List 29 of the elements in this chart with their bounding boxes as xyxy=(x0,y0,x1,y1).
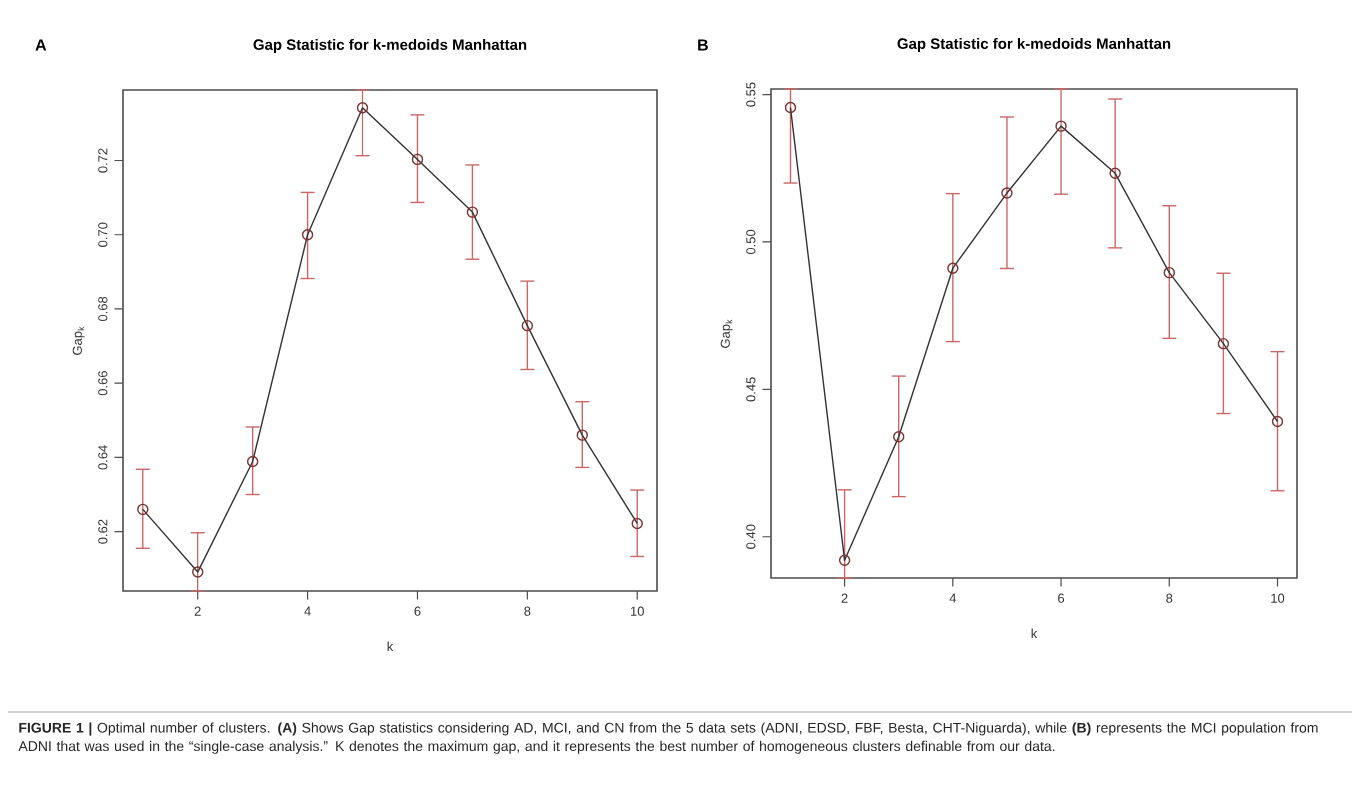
text: B xyxy=(698,39,708,51)
x-tick-label: 2 xyxy=(841,593,848,603)
chart-title: Gap Statistic for k-medoids Manhattan xyxy=(897,37,1171,52)
x-tick-label: 8 xyxy=(524,606,531,616)
chart-title: Gap Statistic for k-medoids Manhattan xyxy=(253,38,527,53)
x-tick-label: 2 xyxy=(194,606,201,616)
x-axis-title: k xyxy=(387,641,394,651)
x-axis-title: k xyxy=(1031,628,1038,638)
x-tick-label: 8 xyxy=(1166,593,1173,603)
x-tick-label: 6 xyxy=(1058,593,1065,603)
x-tick-label: 10 xyxy=(631,606,644,616)
y-tick-label: 0.62 xyxy=(98,519,108,544)
y-axis-title: Gap$_{k}$ xyxy=(72,326,85,355)
x-tick-label: 4 xyxy=(949,593,957,603)
x-tick-label: 4 xyxy=(304,606,311,616)
x-tick-label: 6 xyxy=(414,606,421,616)
y-tick-label: 0.64 xyxy=(98,445,108,470)
y-axis-title: Gap$_{k}$ xyxy=(720,319,733,348)
y-tick-label: 0.45 xyxy=(746,377,756,402)
y-tick-label: 0.55 xyxy=(746,82,756,107)
y-tick-label: 0.50 xyxy=(746,229,756,255)
text: FIGURE 1 | Optimal number of clusters. (A) Shows Gap statistics considering AD, MCI, and CN from the 5 data sets (ADNI, EDSD, FBF, Besta, CHT-Niguarda), while (B) represents the MCI population from ADNI that was used in the “single-case analysis.” K denotes the maximum gap, and it represents the best number of homogeneous clusters definable from our data. xyxy=(18,722,1318,754)
y-tick-label: 0.70 xyxy=(98,222,108,247)
text: A xyxy=(35,39,47,51)
x-tick-label: 10 xyxy=(1271,593,1285,603)
y-tick-label: 0.72 xyxy=(98,148,108,173)
y-tick-label: 0.68 xyxy=(98,296,108,322)
y-tick-label: 0.66 xyxy=(98,371,108,396)
y-tick-label: 0.40 xyxy=(746,524,756,549)
